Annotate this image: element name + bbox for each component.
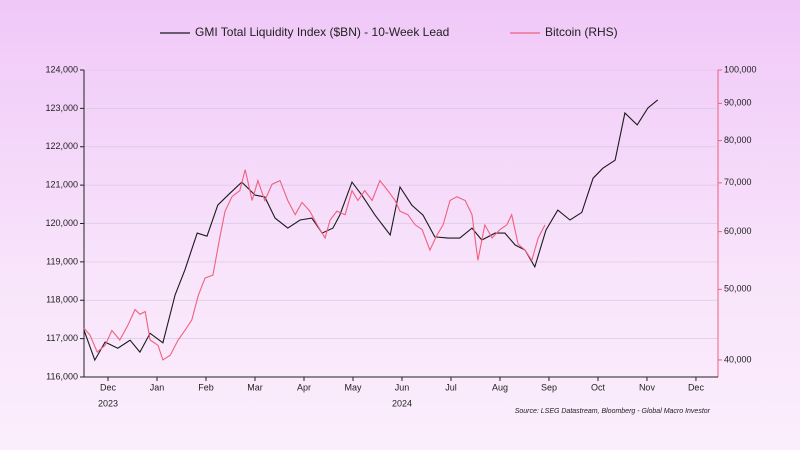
- y2-tick-label: 70,000: [724, 177, 752, 187]
- year-label: 2024: [392, 398, 412, 408]
- legend-label: GMI Total Liquidity Index ($BN) - 10-Wee…: [195, 25, 449, 39]
- source: Source: LSEG Datastream, Bloomberg - Glo…: [515, 408, 711, 415]
- x-tick-label: Jul: [445, 382, 457, 392]
- series-line: [83, 169, 546, 361]
- y-tick-label: 124,000: [45, 64, 78, 74]
- legend-label: Bitcoin (RHS): [545, 25, 618, 39]
- series-line: [83, 99, 659, 362]
- year-label: 2023: [98, 398, 118, 408]
- y-tick-label: 116,000: [46, 371, 78, 381]
- y-tick-label: 122,000: [45, 141, 78, 151]
- y2-tick-label: 40,000: [724, 354, 752, 364]
- y-tick-label: 121,000: [45, 180, 78, 190]
- x-tick-label: Mar: [247, 382, 263, 392]
- y2-tick-label: 90,000: [724, 98, 752, 108]
- x-tick-label: May: [344, 382, 362, 392]
- x-tick-label: Oct: [591, 382, 606, 392]
- x-tick-label: Nov: [639, 382, 656, 392]
- x-tick-label: Apr: [297, 382, 311, 392]
- y-tick-label: 123,000: [45, 103, 78, 113]
- x-tick-label: Dec: [688, 382, 705, 392]
- x-tick-label: Feb: [198, 382, 214, 392]
- y-tick-label: 120,000: [45, 218, 78, 228]
- x-tick-label: Sep: [541, 382, 557, 392]
- y-tick-label: 117,000: [46, 333, 78, 343]
- x-tick-label: Dec: [100, 382, 117, 392]
- y2-tick-label: 60,000: [724, 226, 752, 236]
- x-tick-label: Jan: [150, 382, 165, 392]
- y-tick-label: 118,000: [46, 295, 78, 305]
- y2-tick-label: 100,000: [724, 64, 757, 74]
- y2-tick-label: 80,000: [724, 135, 752, 145]
- y2-tick-label: 50,000: [724, 284, 752, 294]
- x-tick-label: Aug: [492, 382, 508, 392]
- y-tick-label: 119,000: [46, 256, 78, 266]
- x-tick-label: Jun: [395, 382, 410, 392]
